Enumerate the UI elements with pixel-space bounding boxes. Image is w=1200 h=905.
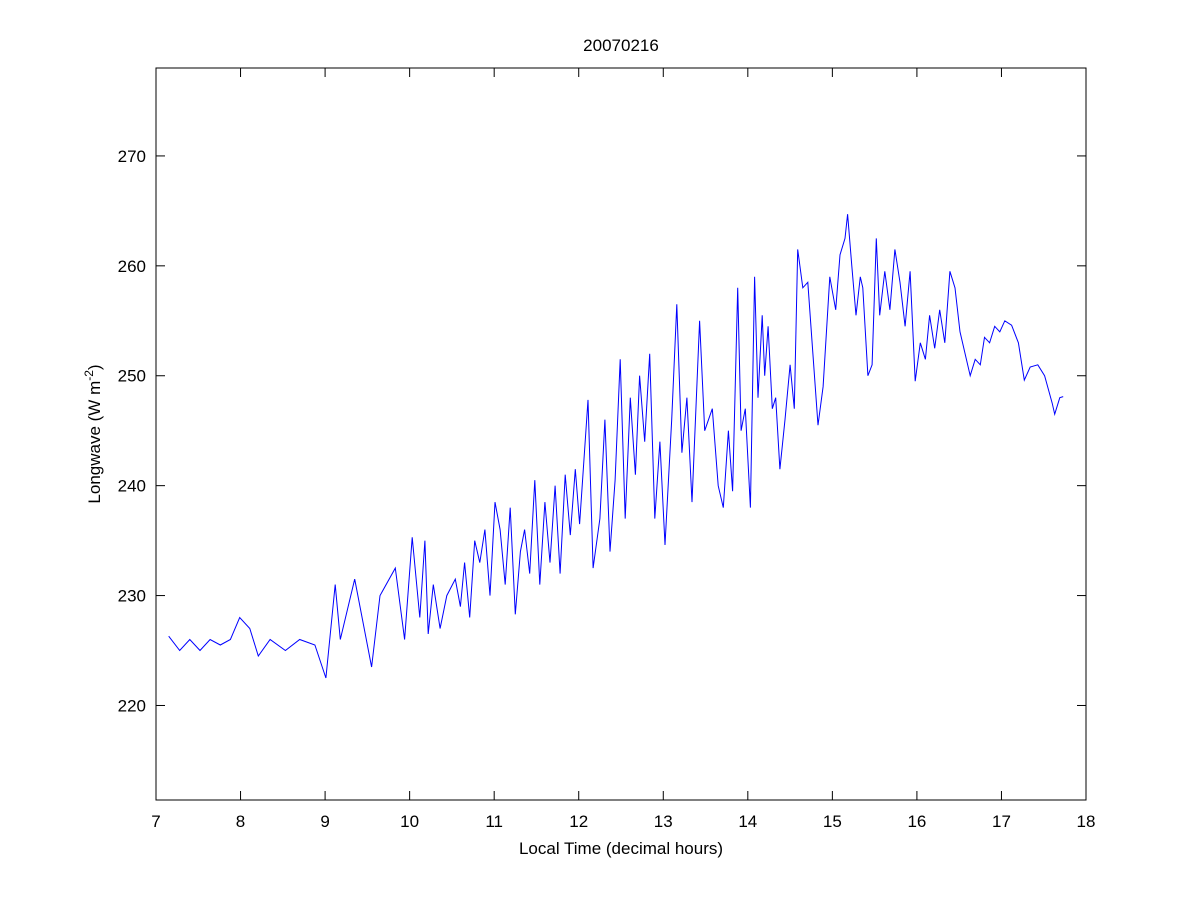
x-tick-label: 12 bbox=[569, 812, 588, 831]
x-axis-ticks: 7 8 9 10 11 12 13 14 15 16 17 18 bbox=[151, 68, 1095, 831]
y-tick-label: 240 bbox=[118, 477, 146, 496]
y-tick-label: 270 bbox=[118, 147, 146, 166]
x-tick-label: 15 bbox=[823, 812, 842, 831]
y-tick-label: 220 bbox=[118, 696, 146, 715]
plot-area-frame bbox=[155, 67, 1087, 801]
y-axis-label: Longwave (W m-2) bbox=[82, 364, 104, 503]
y-axis-ticks: 220 230 240 250 260 270 bbox=[118, 147, 1086, 715]
x-tick-label: 14 bbox=[738, 812, 757, 831]
y-tick-label: 250 bbox=[118, 367, 146, 386]
series-line-longwave bbox=[168, 214, 1064, 679]
x-tick-label: 10 bbox=[400, 812, 419, 831]
x-tick-label: 9 bbox=[320, 812, 329, 831]
chart-title: 20070216 bbox=[583, 36, 659, 55]
x-tick-label: 16 bbox=[907, 812, 926, 831]
x-tick-label: 18 bbox=[1077, 812, 1096, 831]
x-tick-label: 8 bbox=[236, 812, 245, 831]
y-axis-label-end: ) bbox=[85, 364, 104, 370]
x-tick-label: 13 bbox=[654, 812, 673, 831]
x-tick-label: 7 bbox=[151, 812, 160, 831]
x-tick-label: 11 bbox=[485, 812, 503, 831]
y-axis-label-text: Longwave (W m bbox=[85, 381, 104, 504]
x-tick-label: 17 bbox=[992, 812, 1011, 831]
y-tick-label: 260 bbox=[118, 257, 146, 276]
y-tick-label: 230 bbox=[118, 587, 146, 606]
y-axis-label-superscript: -2 bbox=[82, 370, 96, 381]
x-axis-label: Local Time (decimal hours) bbox=[519, 839, 723, 858]
